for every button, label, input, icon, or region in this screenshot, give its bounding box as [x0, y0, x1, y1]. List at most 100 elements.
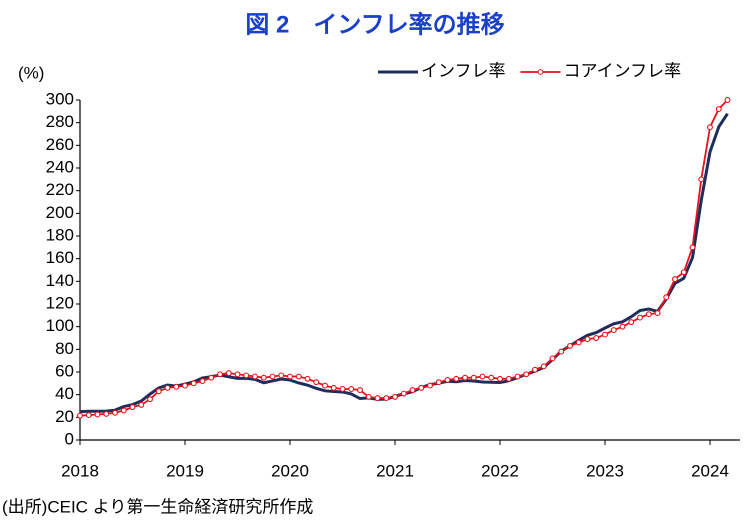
- point-marker: [357, 387, 363, 394]
- y-tick-label: 300: [46, 89, 74, 108]
- y-tick-label: 180: [46, 225, 74, 244]
- point-marker: [287, 373, 293, 380]
- point-marker: [497, 375, 503, 382]
- point-marker: [645, 311, 652, 318]
- y-tick-label: 280: [46, 112, 74, 131]
- y-tick-label: 260: [46, 135, 74, 154]
- point-marker: [698, 176, 705, 183]
- point-marker: [549, 355, 556, 362]
- legend-label: コアインフレ率: [564, 61, 682, 80]
- x-tick-label: 2018: [61, 461, 99, 480]
- point-marker: [269, 373, 276, 380]
- point-marker: [689, 244, 696, 251]
- point-marker: [505, 375, 512, 382]
- point-marker: [418, 384, 425, 391]
- y-tick-label: 80: [55, 339, 74, 358]
- point-marker: [435, 379, 442, 386]
- point-marker: [409, 387, 416, 394]
- point-marker: [365, 393, 372, 400]
- point-marker: [427, 382, 433, 389]
- point-marker: [313, 379, 320, 386]
- legend-label: インフレ率: [421, 61, 506, 80]
- point-marker: [610, 327, 617, 334]
- x-tick-label: 2020: [271, 461, 309, 480]
- point-marker: [715, 106, 722, 113]
- point-marker: [567, 342, 573, 349]
- point-marker: [77, 412, 83, 419]
- point-marker: [129, 404, 136, 411]
- point-marker: [173, 383, 180, 390]
- point-marker: [584, 336, 591, 343]
- point-marker: [558, 348, 565, 355]
- point-marker: [138, 401, 145, 408]
- point-marker: [540, 363, 547, 370]
- point-marker: [348, 386, 355, 392]
- point-marker: [514, 373, 521, 380]
- source-note: (出所)CEIC より第一生命経済研究所作成: [2, 497, 313, 516]
- point-marker: [339, 386, 346, 392]
- point-marker: [374, 395, 381, 402]
- point-marker: [94, 411, 101, 418]
- point-marker: [322, 382, 328, 389]
- y-tick-label: 20: [55, 407, 74, 426]
- y-tick-label: 0: [65, 429, 74, 448]
- y-tick-label: 120: [46, 293, 74, 312]
- x-tick-label: 2022: [481, 461, 519, 480]
- point-marker: [462, 374, 468, 381]
- y-tick-label: 140: [46, 271, 74, 290]
- point-marker: [120, 407, 127, 414]
- point-marker: [654, 310, 661, 317]
- point-marker: [199, 378, 206, 385]
- point-marker: [663, 294, 670, 301]
- legend-marker: [537, 69, 544, 75]
- y-tick-label: 220: [46, 180, 74, 199]
- point-marker: [112, 409, 118, 416]
- point-marker: [392, 393, 398, 400]
- point-marker: [479, 373, 486, 380]
- point-marker: [453, 375, 460, 382]
- point-marker: [85, 412, 92, 419]
- point-marker: [470, 374, 477, 381]
- y-tick-label: 100: [46, 316, 74, 335]
- point-marker: [680, 269, 687, 276]
- point-marker: [488, 374, 495, 381]
- point-marker: [330, 384, 337, 391]
- y-tick-label: 60: [55, 361, 74, 380]
- point-marker: [295, 373, 302, 380]
- y-tick-label: 40: [55, 384, 74, 403]
- point-marker: [628, 319, 635, 326]
- series-line: [79, 99, 729, 417]
- point-marker: [593, 335, 600, 341]
- point-marker: [182, 382, 188, 389]
- chart-title: 図 2 インフレ率の推移: [245, 10, 504, 38]
- point-marker: [304, 375, 311, 382]
- x-tick-label: 2021: [376, 461, 414, 480]
- point-marker: [619, 323, 626, 330]
- point-marker: [383, 395, 390, 402]
- point-marker: [260, 374, 267, 381]
- point-marker: [164, 384, 171, 391]
- point-marker: [234, 371, 241, 378]
- point-marker: [155, 388, 162, 395]
- point-marker: [707, 124, 713, 131]
- point-marker: [575, 339, 582, 346]
- x-tick-label: 2019: [166, 461, 204, 480]
- point-marker: [147, 396, 153, 403]
- point-marker: [208, 374, 215, 381]
- point-marker: [243, 372, 250, 379]
- point-marker: [532, 366, 538, 373]
- point-marker: [724, 97, 731, 103]
- point-marker: [523, 371, 530, 378]
- point-marker: [225, 370, 232, 377]
- y-tick-label: 240: [46, 157, 74, 176]
- point-marker: [602, 331, 608, 338]
- point-marker: [217, 371, 223, 378]
- series-line: [79, 112, 729, 414]
- y-tick-label: 160: [46, 248, 74, 267]
- x-tick-label: 2023: [586, 461, 624, 480]
- point-marker: [252, 373, 258, 380]
- point-marker: [190, 380, 197, 387]
- point-marker: [444, 376, 451, 383]
